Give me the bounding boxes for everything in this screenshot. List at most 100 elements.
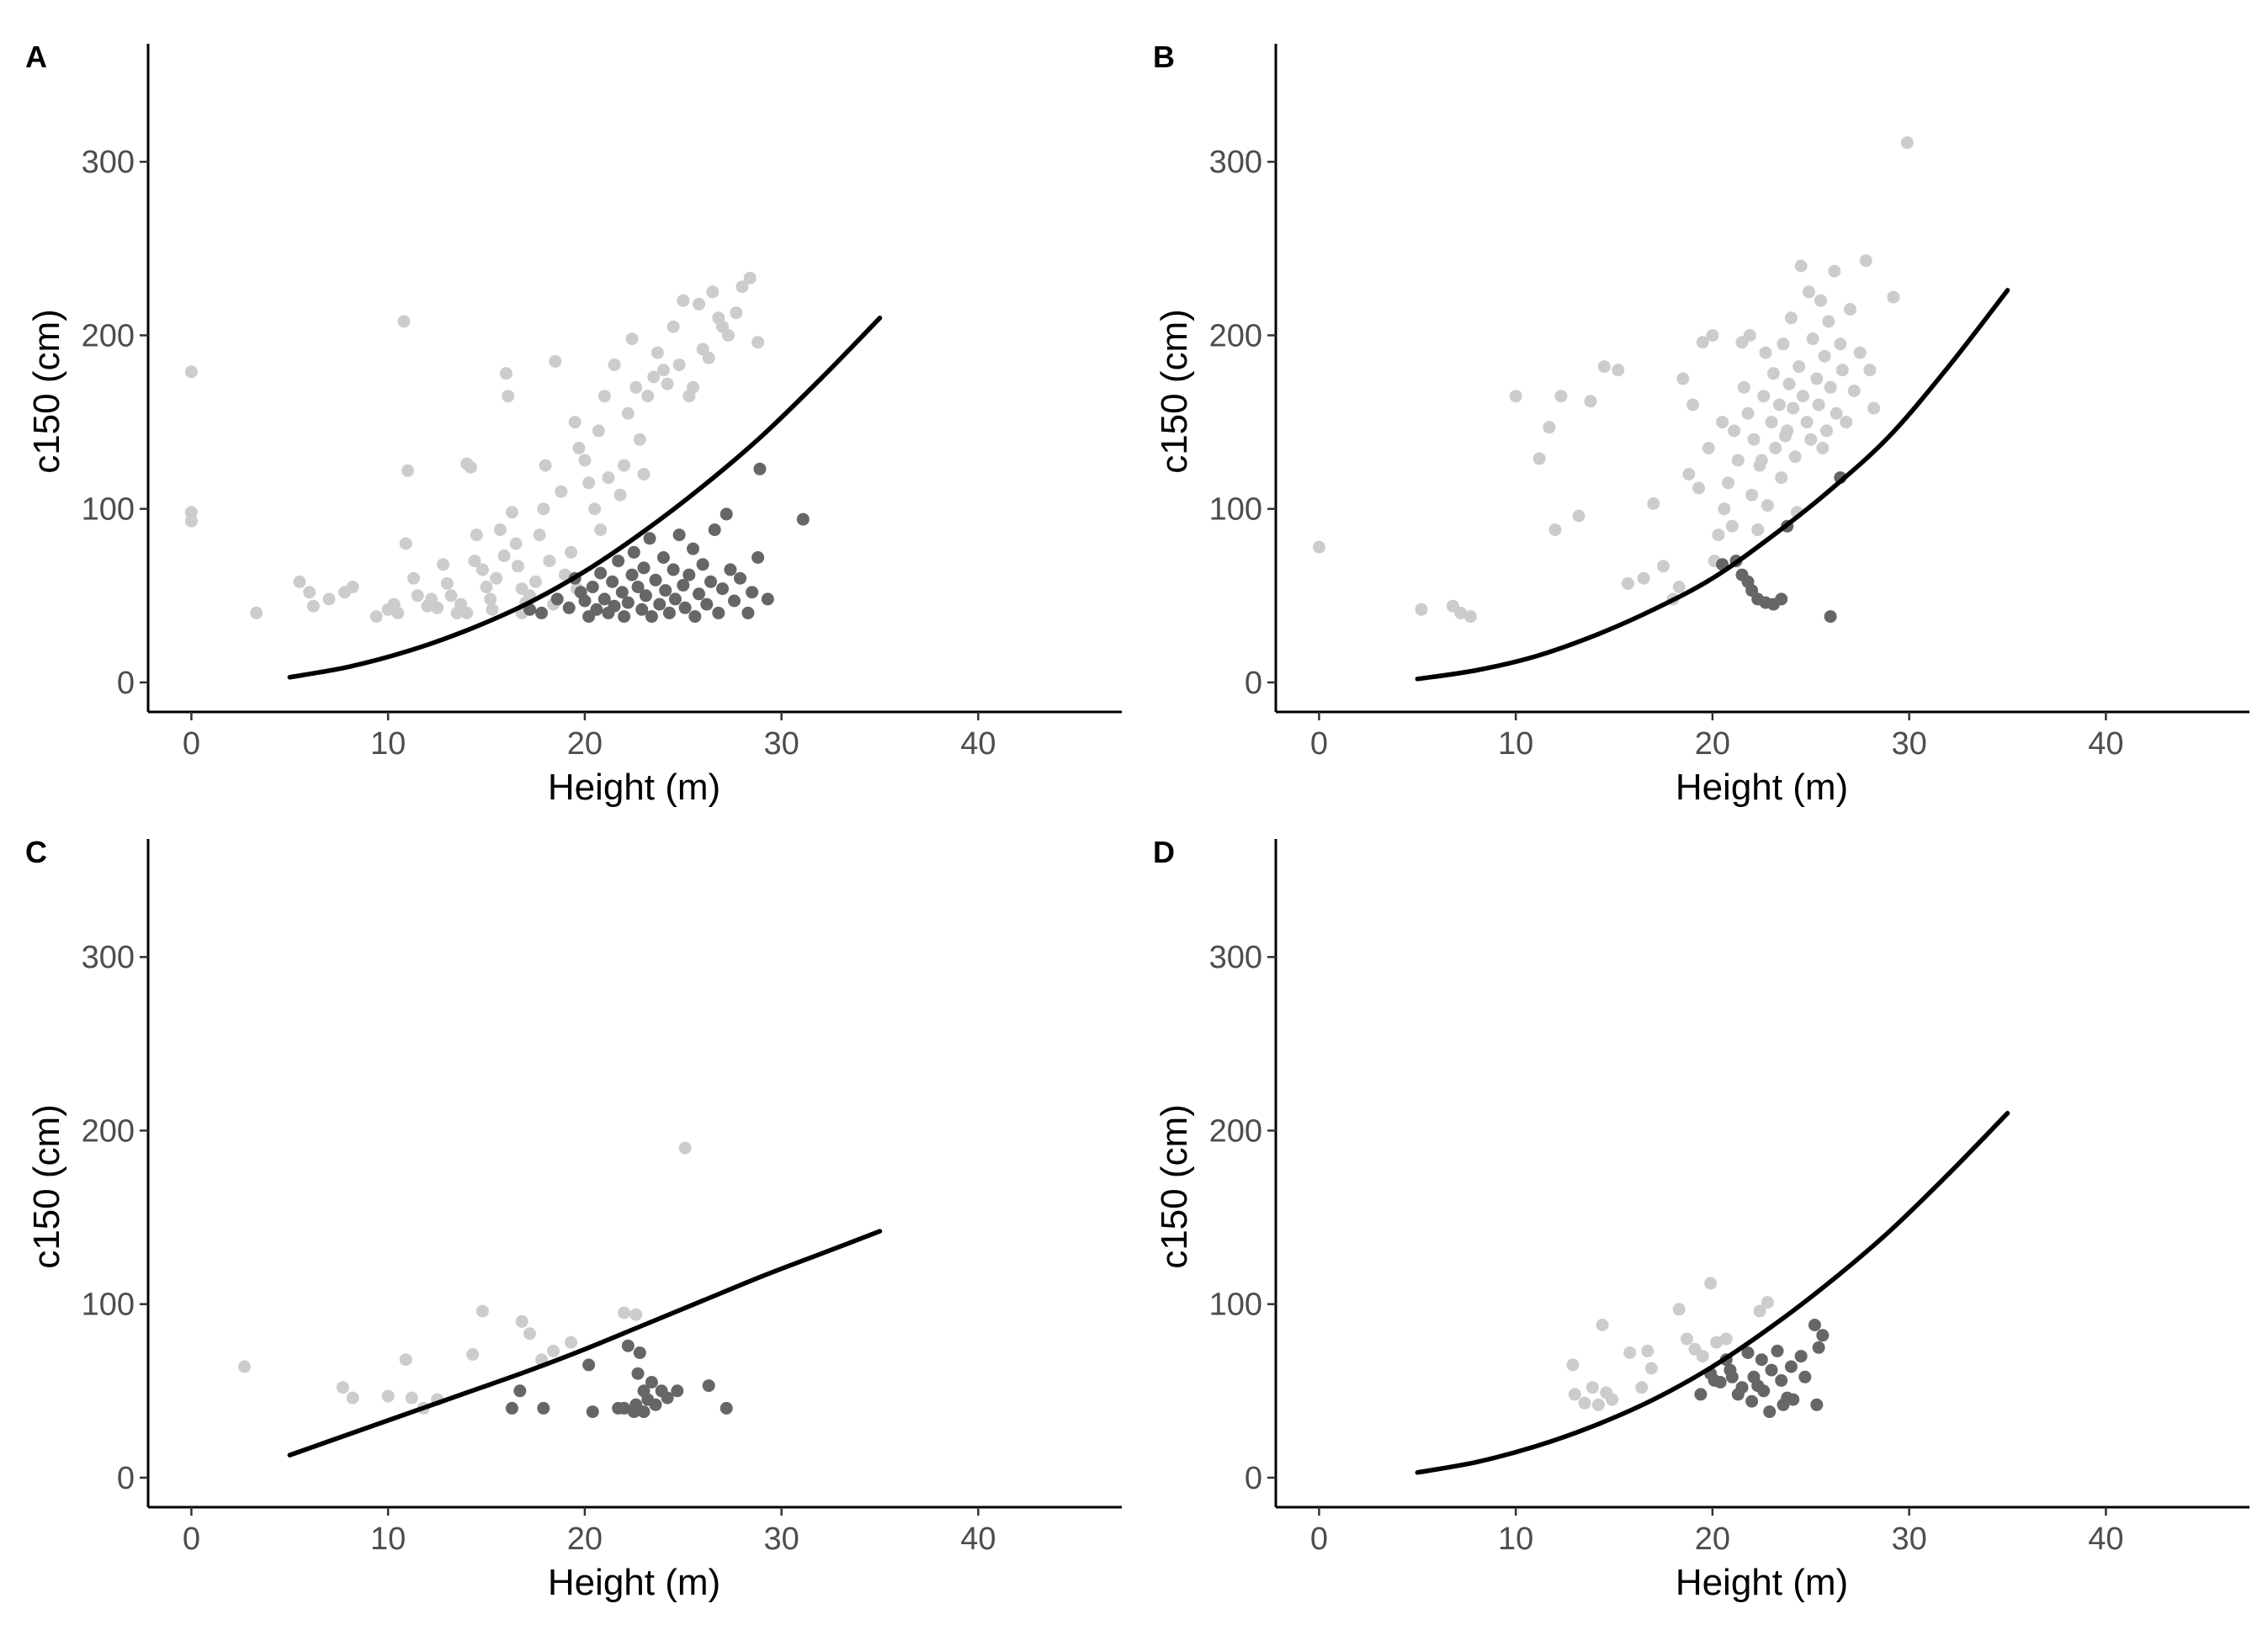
point-above <box>1725 519 1739 533</box>
x-tick-label: 20 <box>1695 726 1730 762</box>
point-above <box>1788 450 1802 464</box>
point-below <box>1824 610 1837 624</box>
point-above <box>1676 372 1690 385</box>
y-axis-title: c150 (cm) <box>26 1104 67 1269</box>
point-above <box>1584 395 1597 408</box>
point-above <box>1863 364 1877 377</box>
point-above <box>1621 576 1634 590</box>
point-below <box>728 594 741 608</box>
point-above <box>1716 416 1729 429</box>
point-above <box>1761 499 1774 512</box>
point-above <box>547 1344 560 1357</box>
point-above <box>431 601 444 614</box>
point-below <box>734 571 746 585</box>
point-above <box>1840 416 1853 429</box>
x-tick-label: 30 <box>1891 726 1926 762</box>
series-above <box>1312 136 1914 624</box>
point-below <box>720 507 733 521</box>
x-tick-label: 10 <box>1498 1521 1533 1557</box>
point-above <box>405 1391 418 1405</box>
point-above <box>468 555 481 568</box>
point-below <box>625 568 639 581</box>
point-above <box>1702 442 1715 454</box>
point-below <box>1741 1346 1755 1359</box>
point-below <box>671 1384 684 1398</box>
point-above <box>549 354 562 368</box>
point-above <box>1804 433 1818 446</box>
point-below <box>586 1405 599 1419</box>
point-below <box>594 566 608 580</box>
point-below <box>1775 1373 1788 1387</box>
point-above <box>1606 1393 1619 1406</box>
point-below <box>637 561 651 575</box>
point-above <box>1712 528 1725 542</box>
point-above <box>1554 390 1568 403</box>
point-above <box>568 416 582 429</box>
point-above <box>625 332 639 346</box>
point-above <box>736 280 749 294</box>
point-below <box>661 1391 674 1405</box>
point-above <box>618 459 631 472</box>
point-below <box>535 606 548 619</box>
point-below <box>1775 592 1788 606</box>
point-below <box>1735 1381 1749 1394</box>
point-below <box>716 582 729 596</box>
y-tick-label: 0 <box>117 666 135 701</box>
point-below <box>513 1384 527 1398</box>
point-above <box>1818 349 1831 363</box>
point-above <box>1692 481 1705 495</box>
panel-label: B <box>1153 40 1175 74</box>
x-tick-label: 30 <box>763 1521 799 1557</box>
point-below <box>662 606 676 619</box>
point-above <box>1835 364 1849 377</box>
point-above <box>499 367 513 380</box>
point-above <box>1844 303 1856 316</box>
x-tick-label: 20 <box>567 726 603 762</box>
point-above <box>1572 509 1585 523</box>
point-below <box>720 1401 733 1415</box>
point-below <box>761 592 774 606</box>
point-above <box>1719 1332 1733 1346</box>
y-axis-title: c150 (cm) <box>26 309 67 474</box>
point-above <box>565 1336 577 1349</box>
y-tick-label: 200 <box>1209 1113 1262 1149</box>
point-above <box>1596 1319 1609 1331</box>
point-below <box>537 1401 550 1415</box>
point-below <box>1763 1405 1777 1419</box>
x-tick-label: 40 <box>2088 1521 2123 1557</box>
point-above <box>1820 424 1833 438</box>
series-above <box>238 1141 692 1415</box>
point-above <box>752 336 765 349</box>
point-above <box>1509 390 1522 403</box>
y-axis-title: c150 (cm) <box>1154 1104 1195 1269</box>
point-above <box>1696 1350 1709 1363</box>
point-above <box>437 558 450 571</box>
point-above <box>1696 336 1709 349</box>
point-below <box>1784 1360 1798 1373</box>
point-below <box>1798 1370 1812 1383</box>
point-below <box>1713 1376 1727 1389</box>
point-above <box>651 346 664 359</box>
point-below <box>704 575 717 588</box>
series-below <box>523 462 810 624</box>
point-below <box>656 551 670 564</box>
point-above <box>1747 433 1761 446</box>
point-below <box>1771 1344 1784 1357</box>
point-above <box>633 433 646 446</box>
point-above <box>618 1306 631 1320</box>
point-above <box>1532 452 1546 465</box>
point-above <box>1686 398 1699 412</box>
point-below <box>672 528 686 542</box>
point-below <box>1808 1319 1821 1331</box>
point-above <box>667 320 680 333</box>
point-below <box>1725 1370 1739 1383</box>
panel-label: D <box>1153 835 1175 869</box>
point-above <box>647 370 661 384</box>
point-above <box>621 406 635 420</box>
point-above <box>493 523 507 536</box>
x-tick-label: 0 <box>1310 1521 1328 1557</box>
point-below <box>649 1398 662 1411</box>
point-below <box>796 512 810 526</box>
point-above <box>444 589 458 603</box>
